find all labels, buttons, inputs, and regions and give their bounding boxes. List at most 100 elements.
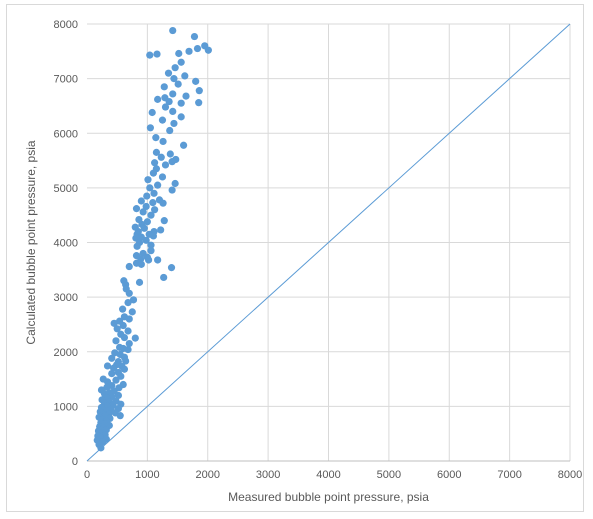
data-point — [177, 113, 185, 121]
data-point — [148, 108, 156, 117]
x-tick-label: 0 — [84, 469, 90, 481]
x-tick-label: 1000 — [135, 469, 159, 481]
data-point — [185, 47, 193, 55]
data-point — [150, 189, 158, 197]
y-tick-label: 5000 — [54, 183, 78, 195]
data-point — [157, 226, 165, 234]
data-point — [142, 202, 150, 211]
data-point — [160, 273, 168, 282]
data-point — [111, 349, 119, 357]
data-point — [158, 173, 167, 181]
x-tick-label: 4000 — [316, 469, 340, 481]
data-point — [112, 337, 120, 345]
data-points — [93, 26, 212, 452]
data-point — [143, 218, 151, 226]
data-point — [109, 364, 118, 372]
data-point — [144, 256, 153, 264]
y-tick-label: 4000 — [54, 238, 78, 250]
data-point — [112, 376, 120, 384]
y-tick-label: 7000 — [54, 74, 78, 86]
data-point — [125, 262, 133, 271]
y-tick-label: 1000 — [54, 401, 78, 413]
data-point — [103, 383, 111, 391]
data-point — [161, 103, 170, 111]
data-point — [171, 179, 179, 188]
data-point — [137, 260, 145, 268]
data-point — [120, 333, 129, 342]
data-point — [195, 87, 203, 95]
data-point — [171, 64, 179, 72]
data-point — [204, 46, 212, 54]
data-point — [149, 232, 158, 240]
y-tick-label: 8000 — [54, 19, 78, 31]
data-point — [160, 217, 168, 225]
data-point — [168, 158, 176, 166]
data-point — [158, 116, 167, 124]
data-point — [144, 176, 152, 184]
data-point — [124, 298, 132, 307]
data-point — [159, 199, 167, 207]
data-point — [157, 153, 165, 161]
data-point — [116, 412, 124, 420]
tick-labels: 0 1000 2000 3000 4000 5000 6000 7000 8000 0 1000 20… — [54, 19, 583, 481]
data-point — [146, 51, 154, 59]
data-point — [119, 321, 127, 330]
data-point — [132, 205, 141, 213]
data-point — [122, 357, 130, 365]
data-point — [151, 206, 159, 214]
data-point — [168, 186, 176, 194]
data-point — [153, 50, 161, 58]
x-tick-label: 7000 — [497, 469, 521, 481]
data-point — [103, 362, 112, 370]
data-point — [182, 92, 190, 100]
data-point — [154, 256, 162, 264]
data-point — [166, 126, 174, 135]
y-tick-label: 3000 — [54, 292, 78, 304]
data-point — [119, 305, 127, 313]
scatter-chart: 0 1000 2000 3000 4000 5000 6000 7000 8000 0 1000 20… — [24, 19, 583, 504]
data-point — [169, 90, 177, 98]
data-point — [140, 224, 148, 232]
y-axis-title: Calculated bubble point pressure, psia — [24, 140, 38, 344]
data-point — [113, 325, 121, 333]
data-point — [108, 354, 116, 362]
data-point — [137, 197, 145, 205]
data-point — [154, 95, 162, 103]
data-point — [152, 148, 161, 156]
grid — [87, 23, 571, 461]
data-point — [190, 32, 199, 41]
data-point — [124, 345, 132, 354]
data-point — [160, 83, 168, 91]
data-point — [143, 192, 151, 200]
data-point — [133, 242, 141, 250]
data-point — [169, 107, 177, 115]
data-point — [147, 211, 155, 219]
y-tick-label: 0 — [72, 456, 78, 468]
data-point — [177, 58, 185, 66]
data-point — [175, 49, 183, 58]
data-point — [125, 289, 133, 297]
x-tick-label: 3000 — [256, 469, 280, 481]
chart-frame: 0 1000 2000 3000 4000 5000 6000 7000 8000 0 1000 20… — [6, 4, 584, 512]
data-point — [161, 161, 170, 169]
data-point — [125, 315, 133, 323]
reference-line-y-equals-x — [86, 23, 571, 462]
data-point — [177, 99, 185, 107]
data-point — [166, 150, 174, 158]
data-point — [97, 444, 105, 452]
data-point — [164, 69, 173, 77]
data-point — [180, 141, 188, 149]
data-point — [149, 169, 158, 177]
y-tick-label: 6000 — [54, 128, 78, 140]
data-point — [120, 365, 129, 373]
data-point — [151, 159, 159, 167]
data-point — [131, 334, 139, 342]
data-point — [146, 184, 154, 192]
data-point — [129, 296, 138, 304]
data-point — [114, 391, 122, 400]
data-point — [174, 80, 182, 88]
data-point — [108, 370, 116, 378]
data-point — [192, 77, 200, 85]
data-point — [125, 339, 133, 348]
data-point — [149, 199, 157, 207]
